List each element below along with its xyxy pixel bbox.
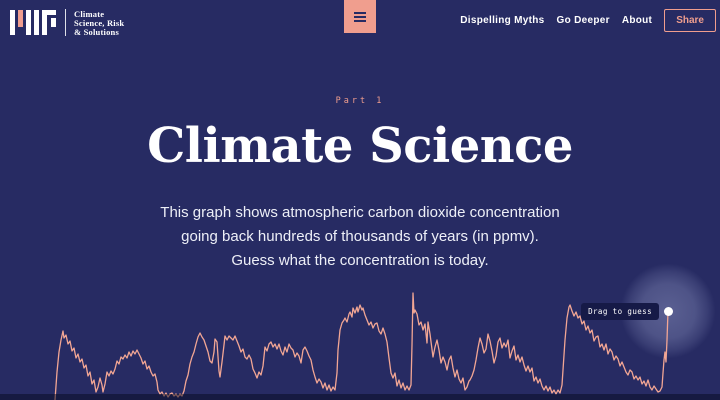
drag-handle[interactable] [663,306,673,316]
nav-dispelling-myths[interactable]: Dispelling Myths [460,14,545,26]
site-title-line: Science, Risk [74,17,125,28]
intro-text-line: This graph shows atmospheric carbon diox… [160,204,560,221]
section-edge-band [0,394,720,400]
intro-text-line: going back hundreds of thousands of year… [181,228,539,245]
logo-divider [65,9,66,36]
drag-to-guess-tooltip: Drag to guess [581,303,659,320]
nav-go-deeper[interactable]: Go Deeper [556,14,610,26]
menu-button[interactable] [344,0,376,33]
hamburger-icon [354,10,366,24]
part-label: Part 1 [335,96,385,106]
site-title: Climate Science, Risk & Solutions [74,9,124,36]
share-button[interactable]: Share [664,8,716,32]
site-title-line: Climate [74,9,105,19]
site-title-line: & Solutions [74,26,119,37]
co2-line [54,292,669,400]
site-logo[interactable]: Climate Science, Risk & Solutions [10,9,124,36]
intro-text-line: Guess what the concentration is today. [231,252,489,269]
intro-text: This graph shows atmospheric carbon diox… [0,201,720,273]
nav-about[interactable]: About [621,14,653,26]
top-nav: Dispelling Myths Go Deeper About Share [460,0,716,40]
page-title: Climate Science [147,118,573,174]
mit-logo-icon [10,10,56,35]
